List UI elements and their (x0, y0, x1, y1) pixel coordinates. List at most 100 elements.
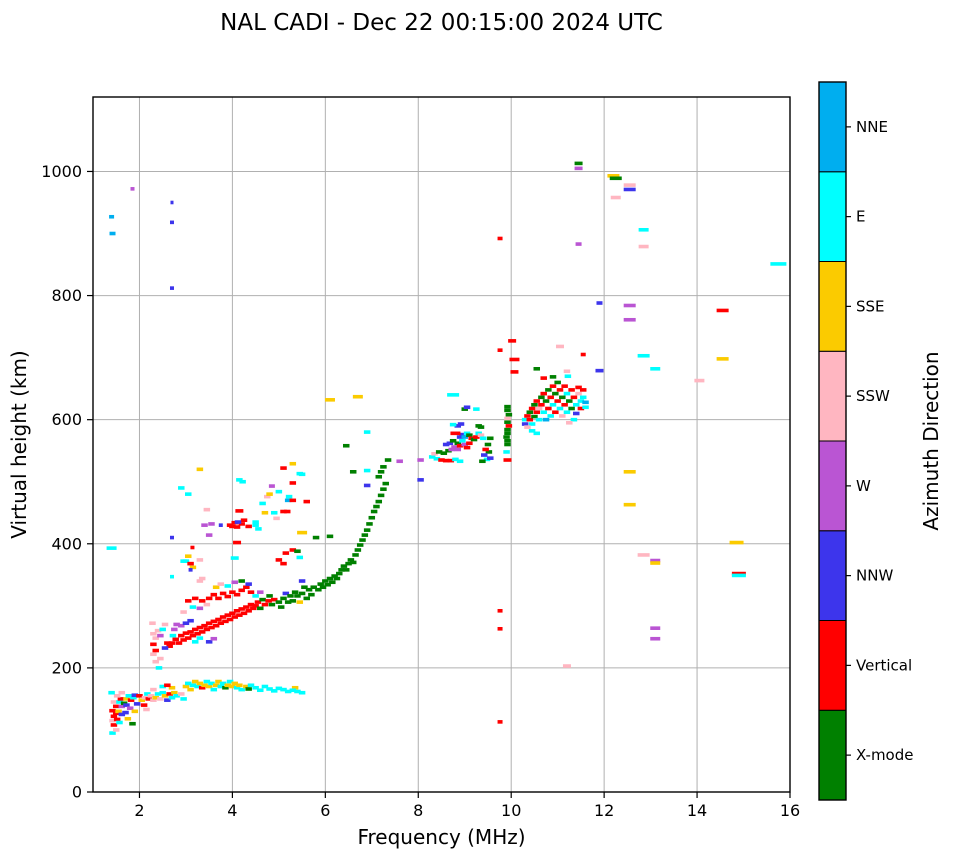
data-point-vertical (175, 641, 183, 645)
data-point-e (284, 689, 292, 694)
data-point-ssw (154, 628, 162, 633)
data-point-sse (229, 684, 236, 689)
data-point-x-mode (326, 576, 334, 581)
data-point-ssw (273, 516, 280, 521)
data-point-sse (212, 585, 220, 590)
data-point-vertical (187, 630, 194, 634)
data-point-vertical (152, 648, 159, 653)
data-point-nnw (595, 368, 604, 373)
data-point-sse (182, 684, 190, 689)
data-point-vertical (180, 638, 187, 642)
data-point-sse (261, 510, 269, 515)
data-point-vertical (150, 642, 157, 647)
data-point-e (159, 684, 166, 689)
data-point-vertical (438, 458, 445, 462)
data-point-sse (123, 697, 130, 701)
data-point-vertical (110, 723, 118, 727)
data-point-vertical (466, 441, 473, 446)
data-point-e (219, 681, 227, 686)
data-point-ssw (694, 378, 705, 383)
data-point-nnw (182, 621, 190, 626)
data-point-sse (171, 690, 178, 695)
data-point-ssw (150, 687, 157, 692)
data-point-vertical (456, 443, 464, 448)
data-point-ssw (141, 695, 149, 700)
data-point-vertical (509, 357, 520, 362)
x-tick-label: 16 (780, 801, 800, 820)
data-point-sse (352, 394, 363, 399)
data-point-x-mode (377, 470, 385, 474)
data-point-sse (324, 398, 335, 402)
data-point-x-mode (120, 701, 128, 706)
data-point-vertical (731, 571, 746, 576)
data-point-nnw (573, 411, 580, 416)
data-point-x-mode (375, 474, 383, 479)
data-point-w (650, 636, 661, 641)
data-point-nnw (623, 187, 636, 192)
data-point-e (528, 422, 536, 426)
data-point-vertical (505, 424, 513, 428)
colorbar-segment-w (818, 440, 847, 532)
data-point-e (563, 391, 571, 396)
data-point-vertical (473, 435, 480, 439)
data-point-x-mode (373, 504, 380, 509)
colorbar-label-e: E (856, 208, 865, 226)
data-point-x-mode (504, 420, 511, 424)
data-point-w (623, 303, 636, 308)
data-point-x-mode (303, 596, 310, 601)
y-tick-label: 0 (72, 783, 82, 802)
data-point-x-mode (377, 493, 385, 498)
data-point-nne (284, 498, 292, 503)
data-point-nnw (170, 200, 174, 205)
data-point-vertical (243, 585, 250, 590)
data-point-x-mode (609, 176, 622, 181)
data-point-e (185, 492, 192, 496)
data-point-w (118, 704, 126, 709)
data-point-vertical (289, 498, 297, 503)
data-point-vertical (497, 720, 503, 724)
data-point-x-mode (504, 438, 511, 443)
data-point-e (449, 422, 457, 427)
data-point-vertical (233, 525, 241, 529)
x-tick-label: 12 (594, 801, 614, 820)
data-point-e (116, 720, 123, 725)
data-point-ssw (555, 344, 564, 349)
data-point-w (257, 590, 264, 594)
data-point-e (289, 688, 297, 693)
data-point-x-mode (322, 579, 329, 583)
data-point-nne (582, 400, 589, 405)
data-point-vertical (577, 406, 585, 411)
data-point-e (296, 471, 304, 476)
data-point-e (125, 694, 133, 698)
data-point-ssw (477, 433, 485, 437)
data-point-x-mode (342, 568, 350, 572)
data-point-x-mode (552, 391, 559, 396)
colorbar-label-nnw: NNW (856, 567, 893, 585)
data-point-x-mode (504, 431, 511, 436)
data-point-sse (205, 684, 213, 689)
data-point-e (238, 687, 245, 692)
data-point-w (574, 166, 583, 171)
y-tick-label: 1000 (41, 162, 82, 181)
data-point-sse (236, 683, 243, 688)
data-point-e (270, 510, 278, 515)
data-point-vertical (497, 609, 503, 613)
data-point-e (106, 546, 117, 550)
data-point-e (285, 494, 293, 499)
data-point-vertical (561, 384, 568, 388)
data-point-vertical (113, 717, 121, 722)
data-point-e (257, 688, 264, 693)
data-point-x-mode (268, 602, 276, 607)
data-point-vertical (233, 540, 242, 545)
data-point-vertical (172, 637, 179, 642)
data-point-vertical (212, 623, 220, 628)
data-point-sse (607, 174, 620, 178)
data-point-e (298, 690, 306, 695)
data-point-x-mode (345, 561, 352, 566)
data-point-vertical (280, 509, 287, 514)
data-point-e (535, 417, 543, 422)
data-point-x-mode (291, 590, 299, 594)
data-point-vertical (185, 636, 192, 640)
data-point-x-mode (338, 568, 345, 572)
data-point-sse (729, 540, 744, 545)
